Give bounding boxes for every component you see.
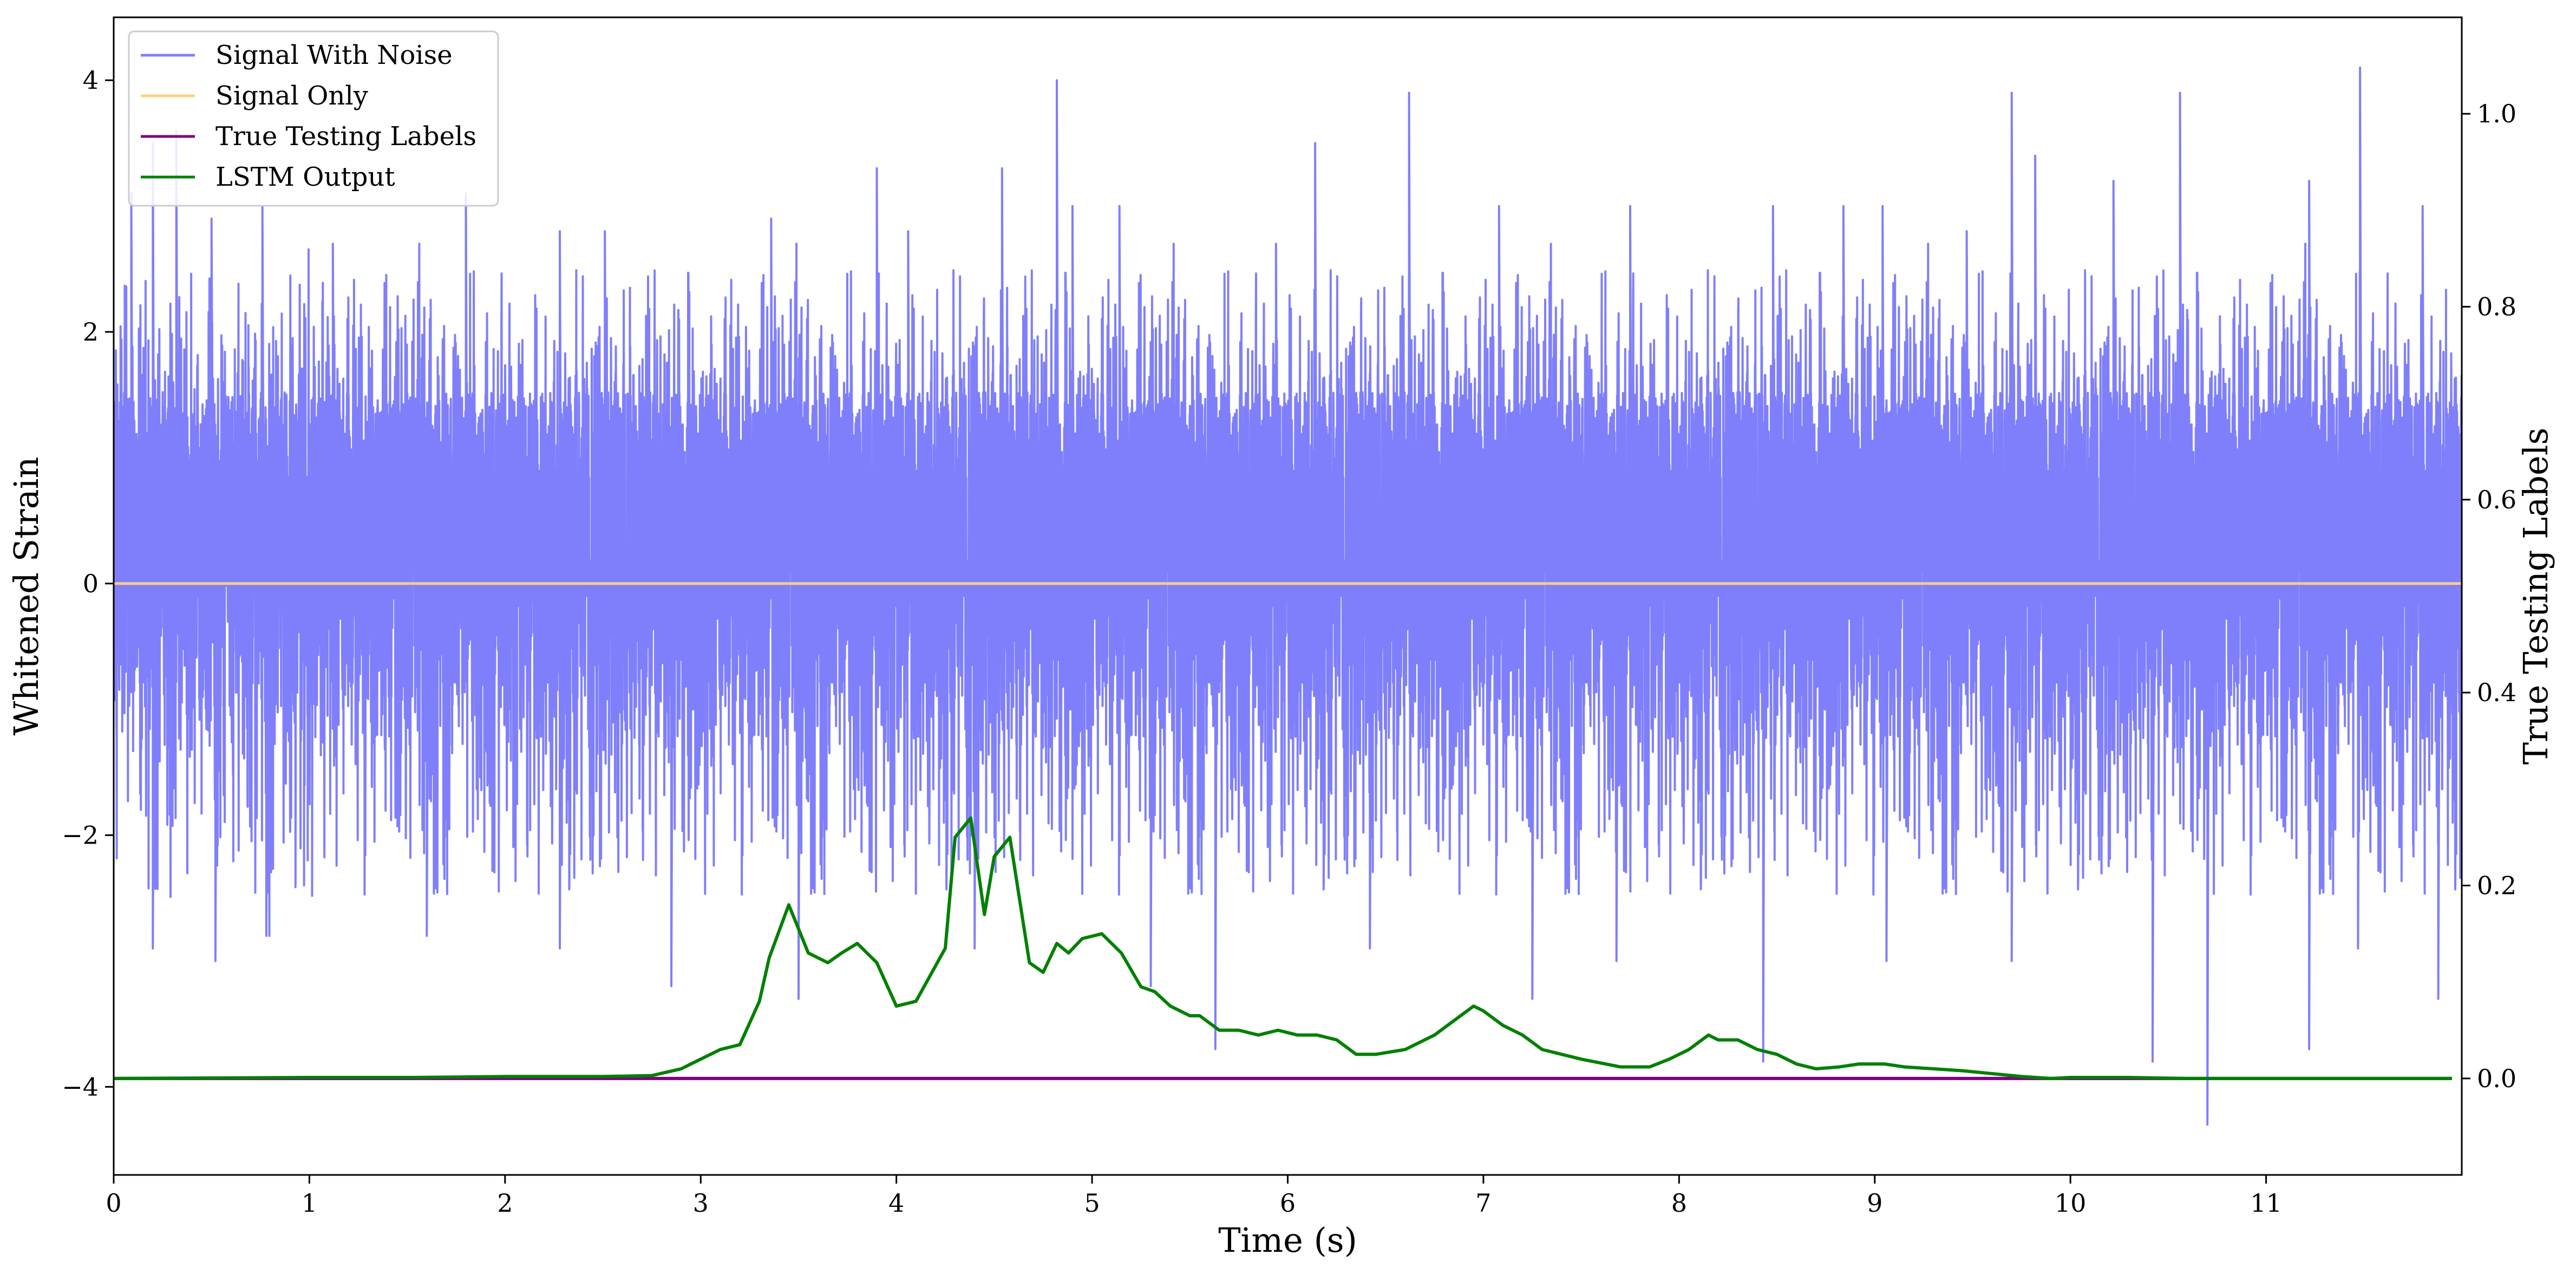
x-tick-label: 9: [1867, 1188, 1882, 1218]
x-tick-label: 6: [1280, 1188, 1296, 1218]
x-tick-label: 5: [1084, 1188, 1100, 1218]
x-tick-label: 11: [2250, 1188, 2282, 1218]
y-tick-label: 2: [83, 317, 99, 347]
x-axis-label: Time (s): [1218, 1220, 1357, 1260]
legend-label-signal-only: Signal Only: [215, 81, 368, 111]
legend-box: [128, 30, 499, 207]
legend-label-lstm-output: LSTM Output: [215, 162, 395, 192]
y-tick-label: −2: [62, 821, 99, 850]
y-tick-label: 4: [83, 66, 99, 95]
legend: Signal With Noise Signal Only True Testi…: [128, 30, 499, 207]
x-tick-label: 10: [2055, 1188, 2087, 1218]
x-tick-label: 1: [302, 1188, 317, 1218]
series-lstm-output: [113, 816, 2452, 1080]
legend-label-true-testing-labels: True Testing Labels: [215, 121, 476, 152]
y-tick-label: −4: [62, 1072, 99, 1101]
y2-tick-label: 0.8: [2477, 292, 2516, 322]
y2-tick-label: 0.0: [2477, 1064, 2516, 1093]
x-tick-label: 0: [106, 1188, 121, 1218]
y2-axis-label: True Testing Labels: [2516, 428, 2555, 765]
y2-tick-label: 1.0: [2477, 99, 2516, 128]
y2-tick-label: 0.4: [2477, 678, 2516, 707]
x-tick-label: 2: [497, 1188, 513, 1218]
legend-label-signal-with-noise: Signal With Noise: [215, 40, 453, 70]
y2-tick-label: 0.2: [2477, 871, 2516, 900]
plot-area: [113, 67, 2462, 1126]
x-tick-label: 4: [888, 1188, 904, 1218]
ticks: 0 1 2 3 4 5 6 7 8 9 10 11 −4 −2 0 2 4 0.0 0.2 0.4 0.6 0.8 1.0: [62, 66, 2516, 1218]
y-tick-label: 0: [83, 569, 99, 598]
y-axis-label: Whitened Strain: [6, 457, 46, 736]
x-tick-label: 7: [1475, 1188, 1491, 1218]
x-tick-label: 8: [1671, 1188, 1687, 1218]
x-tick-label: 3: [693, 1188, 709, 1218]
series-signal-with-noise: [114, 67, 2462, 1126]
y2-tick-label: 0.6: [2477, 485, 2516, 514]
